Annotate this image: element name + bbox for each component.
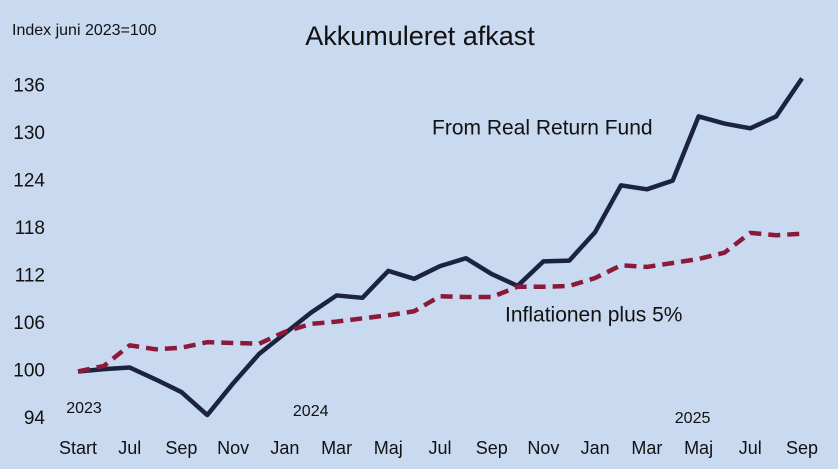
x-tick-label: Mar	[631, 438, 662, 458]
chart-title: Akkumuleret afkast	[305, 21, 535, 51]
y-tick-label: 130	[13, 123, 45, 144]
x-tick-label: Jul	[739, 438, 762, 458]
series-line	[77, 230, 803, 374]
x-tick-label: Jul	[428, 438, 451, 458]
y-tick-label: 112	[15, 265, 45, 286]
y-axis-label: Index juni 2023=100	[12, 22, 157, 39]
x-tick-label: Maj	[684, 438, 713, 458]
x-tick-label: Sep	[165, 438, 197, 458]
y-tick-label: 124	[13, 170, 45, 191]
series-label: Inflationen plus 5%	[505, 304, 682, 327]
x-tick-label: Nov	[527, 438, 559, 458]
year-label: 2023	[66, 400, 102, 417]
x-tick-label: Jan	[270, 438, 299, 458]
x-tick-label: Start	[59, 438, 97, 458]
y-tick-label: 100	[13, 360, 45, 381]
year-label: 2025	[675, 410, 711, 427]
x-tick-label: Mar	[321, 438, 352, 458]
x-tick-label: Sep	[786, 438, 818, 458]
x-tick-label: Jan	[581, 438, 610, 458]
x-tick-label: Jul	[118, 438, 141, 458]
x-tick-label: Nov	[217, 438, 249, 458]
y-tick-label: 118	[15, 218, 45, 239]
y-tick-label: 106	[13, 313, 45, 334]
series-label: From Real Return Fund	[432, 117, 653, 140]
series-line	[77, 77, 804, 418]
x-tick-label: Maj	[374, 438, 403, 458]
x-tick-label: Sep	[476, 438, 508, 458]
year-label: 2024	[293, 403, 329, 420]
y-tick-label: 94	[24, 408, 46, 429]
y-tick-label: 136	[13, 75, 45, 96]
